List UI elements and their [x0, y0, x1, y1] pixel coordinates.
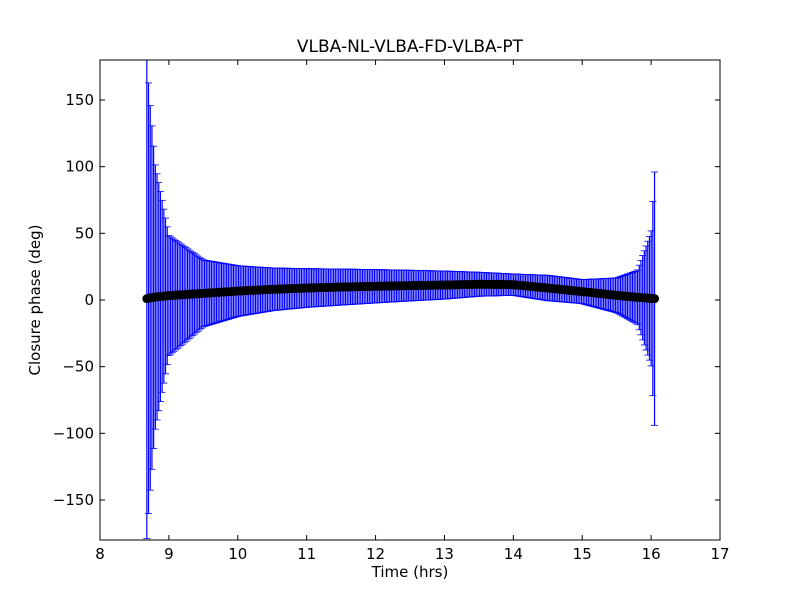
x-tick-label: 17 — [710, 545, 729, 563]
y-tick-label: 150 — [65, 91, 94, 109]
data-point — [650, 294, 660, 304]
x-tick-label: 13 — [435, 545, 454, 563]
plot-area — [142, 59, 660, 540]
x-tick-label: 10 — [228, 545, 247, 563]
x-tick-label: 8 — [95, 545, 105, 563]
x-axis-label: Time (hrs) — [371, 563, 449, 581]
x-tick-label: 12 — [366, 545, 385, 563]
chart-title: VLBA-NL-VLBA-FD-VLBA-PT — [297, 37, 524, 57]
axis-ticks: 8 9 10 11 12 13 14 15 16 17 −150 −100 −50 0 50 100 150 — [53, 60, 730, 563]
y-tick-label: 100 — [65, 158, 94, 176]
x-tick-label: 15 — [573, 545, 592, 563]
x-tick-label: 16 — [642, 545, 661, 563]
x-tick-label: 14 — [504, 545, 523, 563]
x-tick-label: 9 — [164, 545, 174, 563]
y-tick-label: −50 — [62, 358, 94, 376]
y-tick-label: 50 — [75, 224, 94, 242]
data-points — [142, 279, 660, 304]
y-axis-label: Closure phase (deg) — [26, 225, 44, 376]
y-tick-label: −100 — [53, 424, 94, 442]
y-tick-label: −150 — [53, 491, 94, 509]
x-tick-label: 11 — [297, 545, 316, 563]
y-tick-label: 0 — [84, 291, 94, 309]
